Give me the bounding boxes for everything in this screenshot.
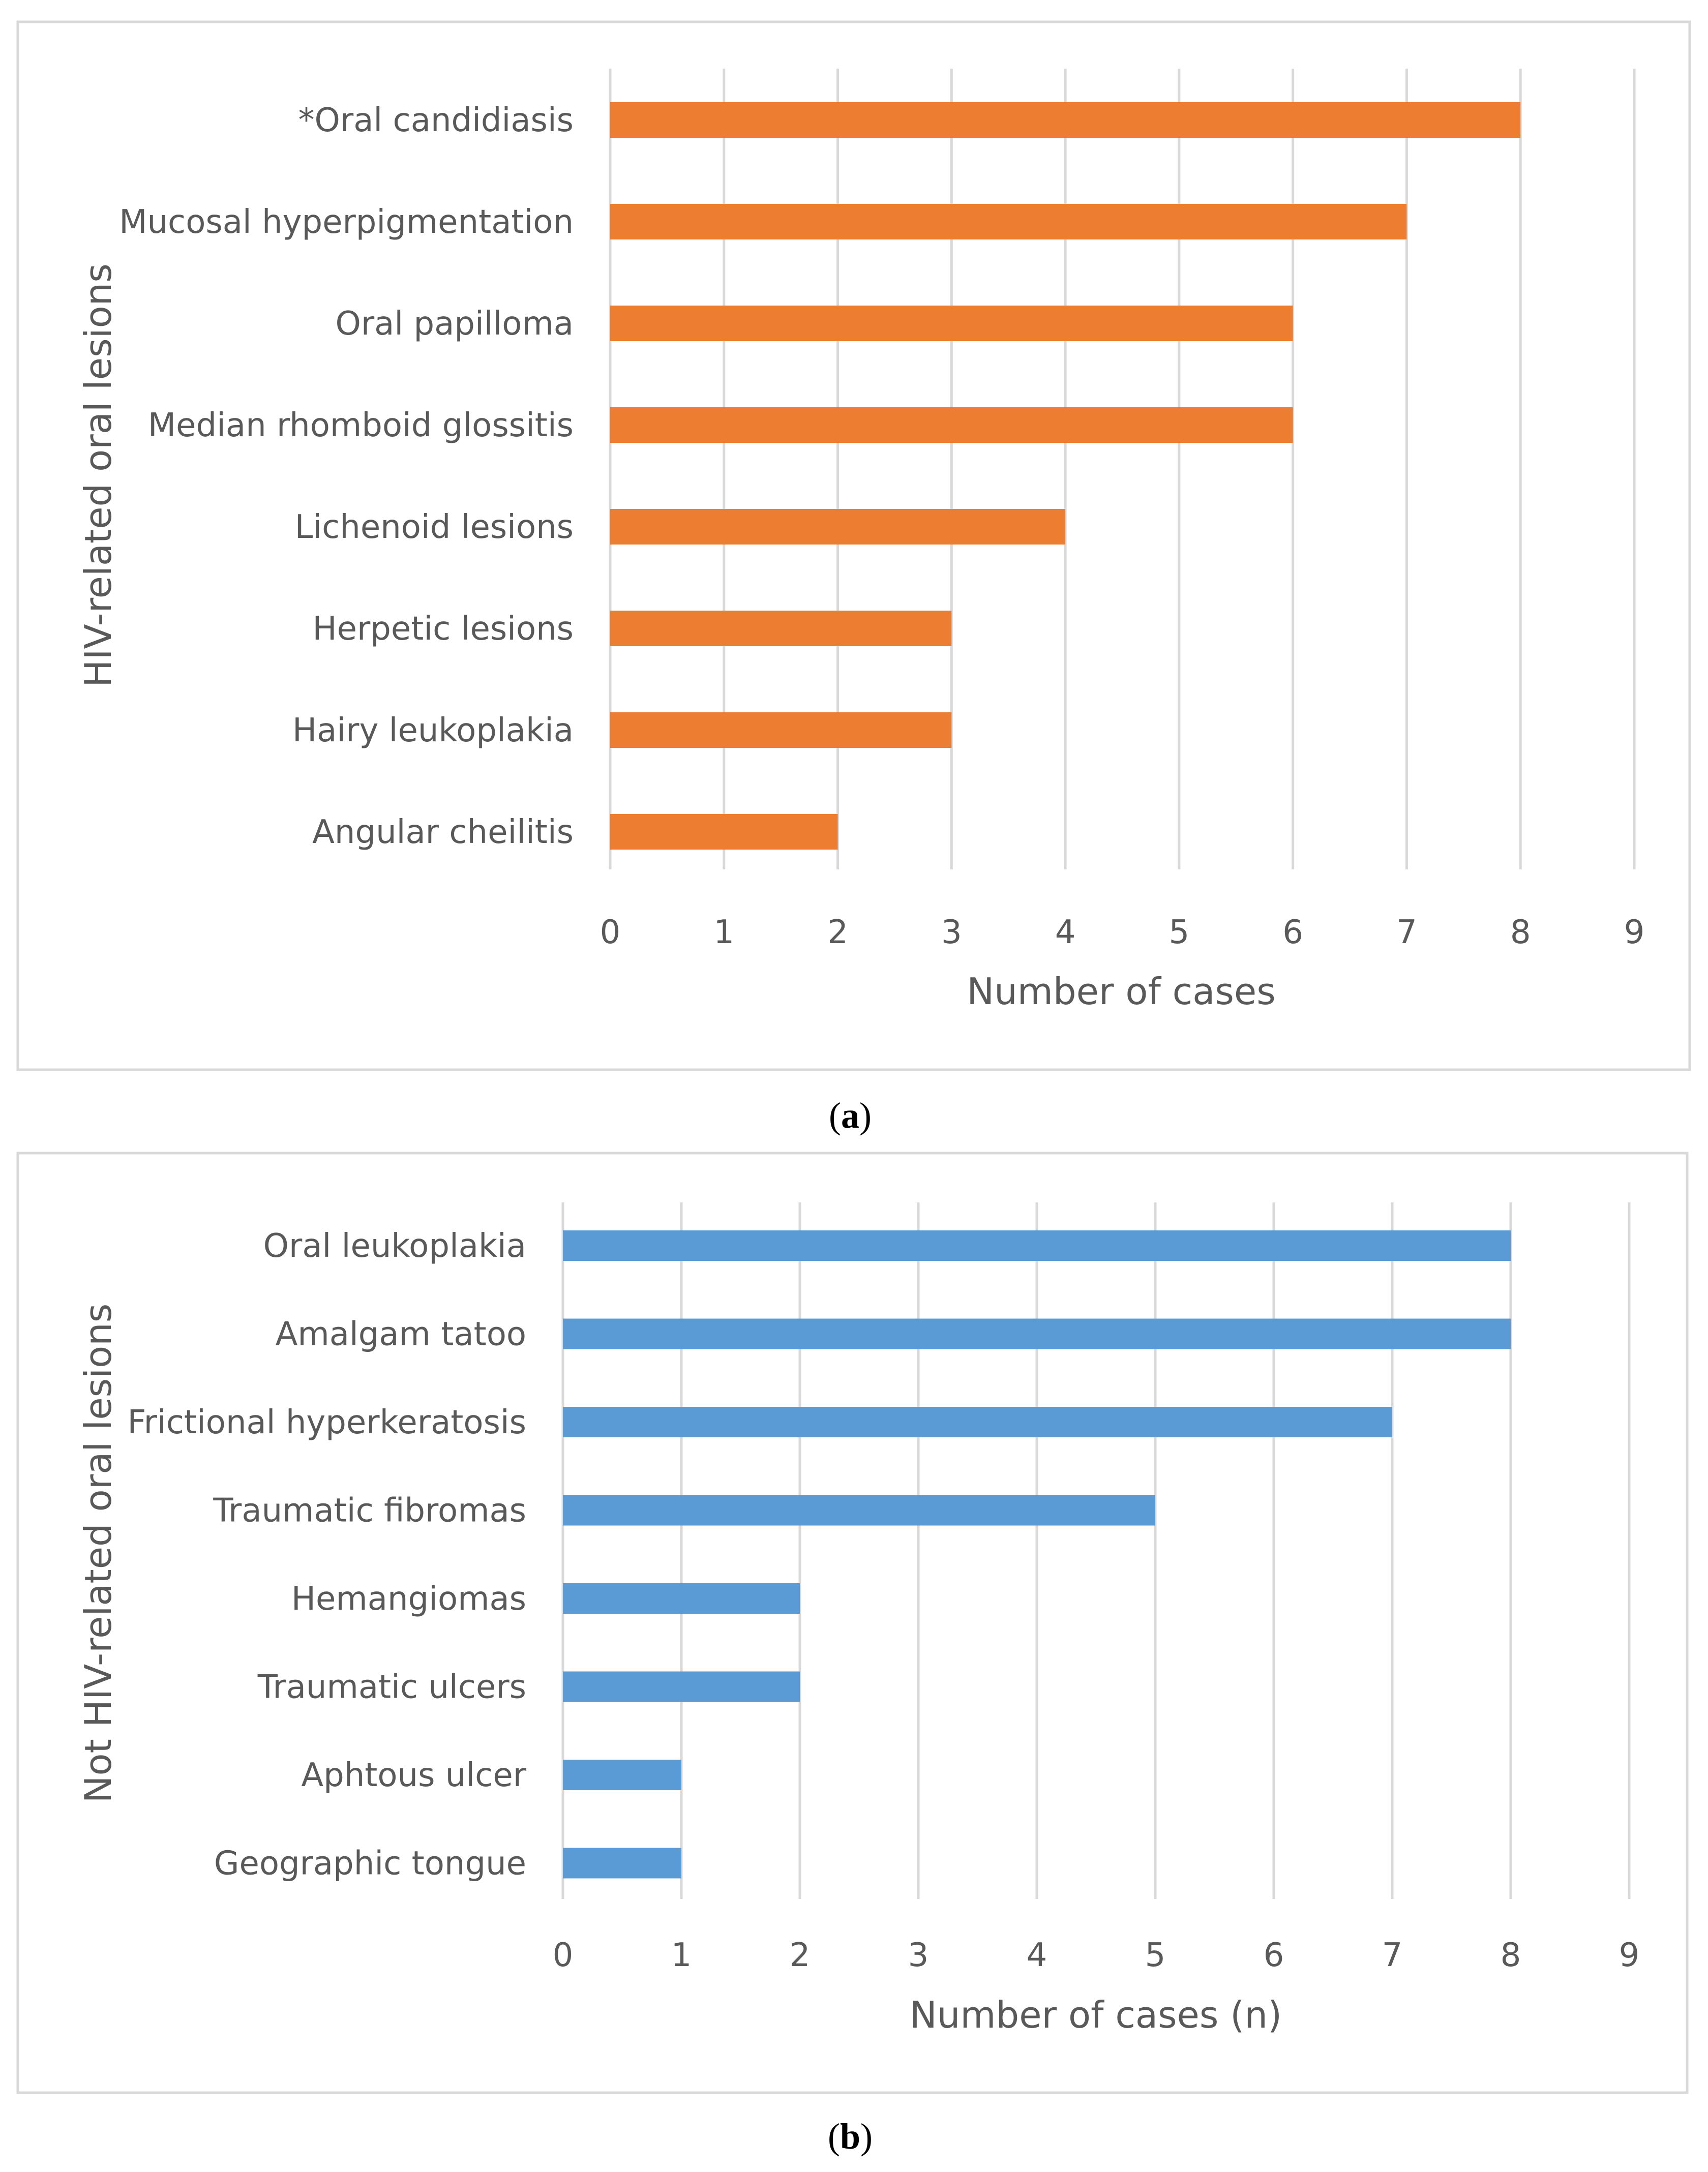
category-label-a-5: Lichenoid lesions xyxy=(295,508,574,546)
x-tick-label-a-3: 3 xyxy=(941,914,962,951)
x-tick-label-b-7: 7 xyxy=(1382,1937,1403,1974)
bar-a-1 xyxy=(610,102,1521,138)
category-labels-b: Oral leukoplakia Amalgam tatoo Frictional … xyxy=(127,1227,526,1883)
category-label-a-3: Oral papilloma xyxy=(335,305,574,343)
bar-b-6 xyxy=(563,1671,800,1702)
x-axis-title-a: Number of cases xyxy=(967,970,1275,1013)
x-tick-label-a-4: 4 xyxy=(1055,914,1076,951)
category-label-a-6: Herpetic lesions xyxy=(312,610,574,648)
panel-caption-b: (b) xyxy=(828,2116,873,2157)
x-tick-label-a-5: 5 xyxy=(1169,914,1190,951)
x-tick-label-b-5: 5 xyxy=(1145,1937,1166,1974)
category-label-a-2: Mucosal hyperpigmentation xyxy=(119,203,574,241)
category-label-b-3: Frictional hyperkeratosis xyxy=(127,1404,526,1441)
bar-a-3 xyxy=(610,306,1293,341)
bars-b xyxy=(563,1230,1511,1879)
category-label-b-7: Aphtous ulcer xyxy=(301,1757,526,1794)
bar-a-4 xyxy=(610,407,1293,443)
x-tick-label-b-6: 6 xyxy=(1264,1937,1284,1974)
category-label-a-1: *Oral candidiasis xyxy=(298,102,574,139)
chart-frame-a xyxy=(16,20,1691,1071)
x-tick-label-b-2: 2 xyxy=(790,1937,811,1974)
bar-b-4 xyxy=(563,1495,1155,1526)
x-tick-label-b-8: 8 xyxy=(1501,1937,1521,1974)
bar-a-2 xyxy=(610,204,1407,239)
bar-b-8 xyxy=(563,1848,681,1879)
panel-letter-a: a xyxy=(841,1095,859,1136)
x-tick-label-a-6: 6 xyxy=(1282,914,1303,951)
category-label-a-7: Hairy leukoplakia xyxy=(292,712,574,749)
bar-a-6 xyxy=(610,611,952,646)
bar-b-1 xyxy=(563,1230,1511,1261)
bar-b-2 xyxy=(563,1318,1511,1349)
chart-panel-a: *Oral candidiasis Mucosal hyperpigmentati… xyxy=(16,20,1691,1136)
bar-b-5 xyxy=(563,1583,800,1614)
x-tick-label-a-8: 8 xyxy=(1510,914,1531,951)
bar-a-8 xyxy=(610,814,838,850)
x-tick-label-a-1: 1 xyxy=(713,914,734,951)
gridlines-a xyxy=(609,69,1636,869)
x-tick-label-a-9: 9 xyxy=(1624,914,1645,951)
category-label-a-4: Median rhomboid glossitis xyxy=(148,407,574,444)
y-axis-title-a: HIV-related oral lesions xyxy=(77,263,119,687)
tick-labels-a: 0 1 2 3 4 5 6 7 8 9 xyxy=(600,914,1645,951)
x-axis-title-b: Number of cases (n) xyxy=(910,1994,1282,2036)
panel-caption-a: (a) xyxy=(829,1095,872,1136)
category-label-b-4: Traumatic fibromas xyxy=(213,1492,526,1530)
panel-letter-b: b xyxy=(840,2116,860,2157)
category-label-b-6: Traumatic ulcers xyxy=(257,1669,526,1706)
x-tick-label-a-2: 2 xyxy=(827,914,848,951)
category-labels-a: *Oral candidiasis Mucosal hyperpigmentati… xyxy=(119,102,574,851)
bar-b-7 xyxy=(563,1760,681,1790)
x-tick-label-b-4: 4 xyxy=(1027,1937,1047,1974)
x-tick-label-b-0: 0 xyxy=(553,1937,574,1974)
category-label-b-2: Amalgam tatoo xyxy=(276,1316,526,1353)
category-label-a-8: Angular cheilitis xyxy=(312,813,574,851)
x-tick-label-b-3: 3 xyxy=(908,1937,929,1974)
bar-a-5 xyxy=(610,509,1066,545)
tick-labels-b: 0 1 2 3 4 5 6 7 8 9 xyxy=(553,1937,1640,1974)
category-label-b-1: Oral leukoplakia xyxy=(263,1227,526,1265)
bars-a xyxy=(610,102,1521,850)
x-tick-label-b-1: 1 xyxy=(671,1937,692,1974)
category-label-b-5: Hemangiomas xyxy=(291,1580,526,1618)
category-label-b-8: Geographic tongue xyxy=(214,1845,526,1883)
x-tick-label-a-0: 0 xyxy=(600,914,621,951)
bar-b-3 xyxy=(563,1407,1392,1437)
x-tick-label-a-7: 7 xyxy=(1396,914,1417,951)
bar-a-7 xyxy=(610,712,952,748)
y-axis-title-b: Not HIV-related oral lesions xyxy=(77,1304,119,1803)
chart-frame-b xyxy=(16,1152,1689,2094)
chart-panel-b: Oral leukoplakia Amalgam tatoo Frictional … xyxy=(16,1152,1689,2157)
x-tick-label-b-9: 9 xyxy=(1619,1937,1640,1974)
